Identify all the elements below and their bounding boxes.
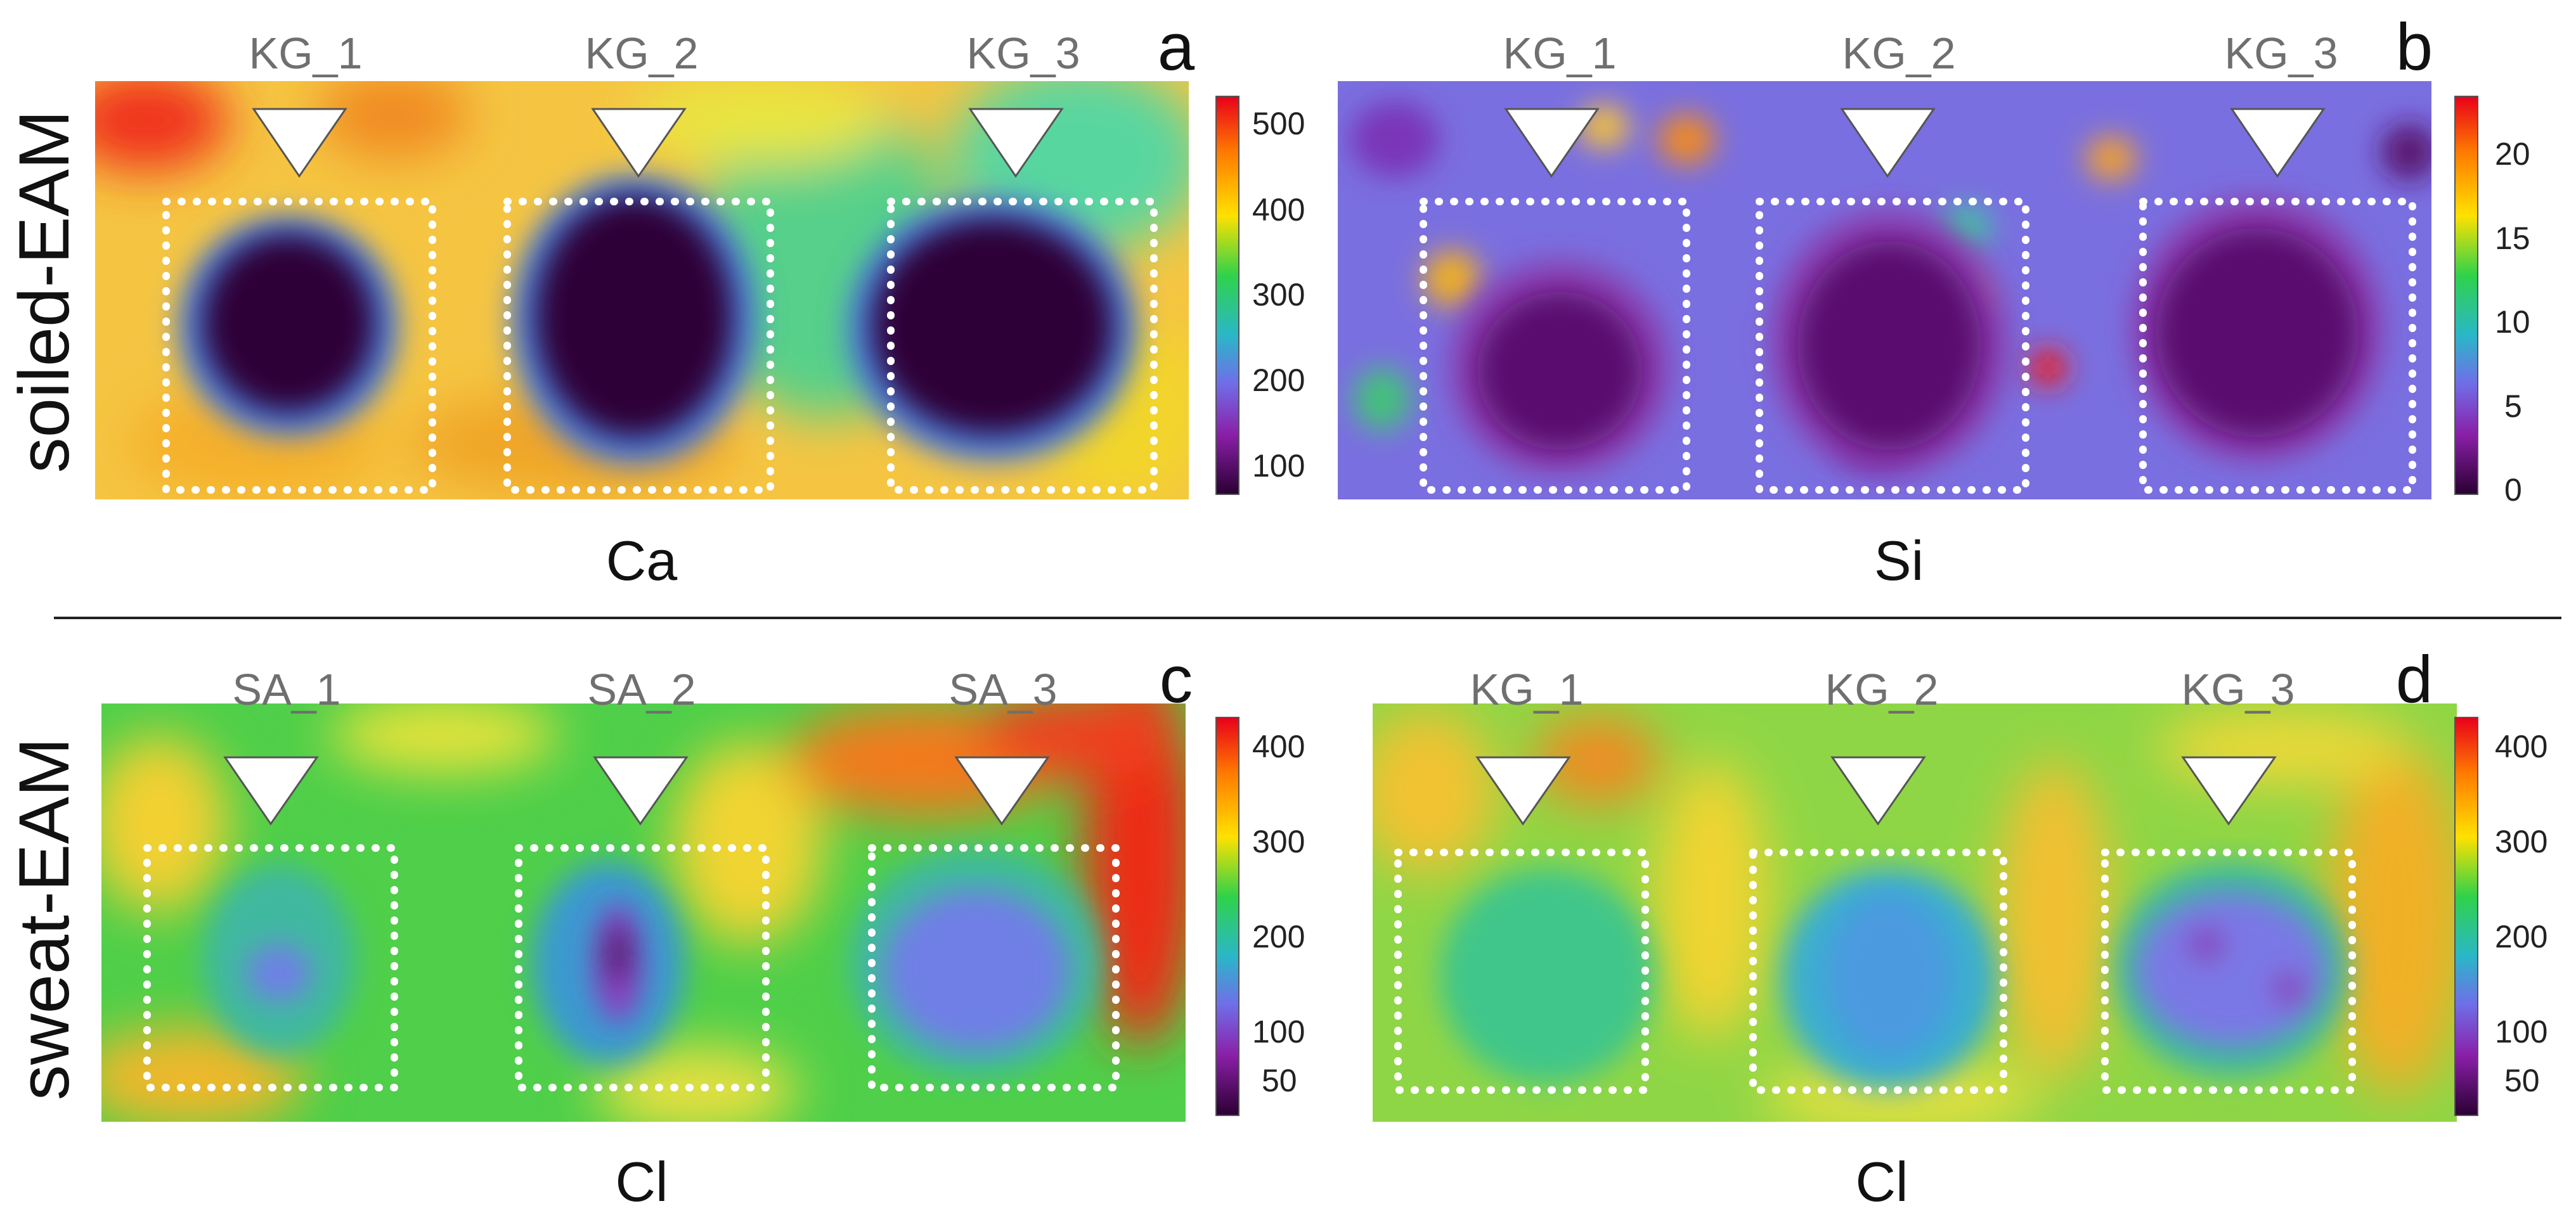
panel-b-box-1 xyxy=(1420,198,1690,494)
panel-a-tick-4: 200 xyxy=(1252,363,1305,398)
panel-b-colorbar xyxy=(2454,96,2478,495)
panel-a-tick-1: 500 xyxy=(1252,106,1305,141)
panel-b-letter: b xyxy=(2396,10,2433,84)
panel-c-tick-1: 400 xyxy=(1252,729,1305,764)
panel-d-sample-2: KG_2 xyxy=(1825,665,1939,714)
panel-d-sample-1: KG_1 xyxy=(1470,665,1584,714)
panel-b-tick-2: 15 xyxy=(2495,221,2530,256)
panel-b-arrow-3 xyxy=(2230,108,2326,178)
panel-a-colorbar xyxy=(1215,96,1239,495)
panel-b-arrow-2 xyxy=(1840,108,1936,178)
panel-a-tick-3: 300 xyxy=(1252,277,1305,312)
panel-d-box-2 xyxy=(1749,849,2007,1094)
panel-c-box-2 xyxy=(515,844,770,1091)
panel-c-letter: c xyxy=(1160,643,1193,717)
panel-b-tick-3: 10 xyxy=(2495,304,2530,340)
panel-a-arrow-3 xyxy=(968,108,1064,178)
panel-b-sample-3: KG_3 xyxy=(2225,29,2338,78)
panel-d-tick-1: 400 xyxy=(2495,729,2547,764)
panel-d-sample-3: KG_3 xyxy=(2182,665,2295,714)
row-label-soiled-eam: soiled-EAM xyxy=(4,110,84,473)
panel-a-element: Ca xyxy=(606,529,678,592)
panel-c-tick-2: 300 xyxy=(1252,824,1305,859)
panel-a: KG_1 KG_2 KG_3 a 500 400 300 200 100 Ca xyxy=(95,10,1305,592)
panel-c-sample-2: SA_2 xyxy=(587,665,696,714)
panel-d-tick-3: 200 xyxy=(2495,919,2547,954)
panel-a-tick-5: 100 xyxy=(1252,448,1305,484)
panel-c-tick-4: 100 xyxy=(1252,1014,1305,1050)
panel-a-box-3 xyxy=(887,198,1158,494)
panel-b-sample-2: KG_2 xyxy=(1842,29,1956,78)
panel-b-arrow-1 xyxy=(1504,108,1600,178)
panel-d-tick-2: 300 xyxy=(2495,824,2547,859)
panel-b-tick-1: 20 xyxy=(2495,136,2530,172)
panel-d-box-1 xyxy=(1394,849,1649,1094)
panel-c-tick-5: 50 xyxy=(1262,1063,1297,1098)
panel-a-sample-1: KG_1 xyxy=(249,29,363,78)
row-label-sweat-eam: sweat-EAM xyxy=(4,738,84,1101)
panel-a-letter: a xyxy=(1158,10,1195,84)
panel-c-heatmap xyxy=(101,703,1186,1122)
panel-d-letter: d xyxy=(2396,643,2433,717)
panel-d-colorbar xyxy=(2454,717,2478,1116)
panel-a-arrow-1 xyxy=(252,108,347,178)
panel-b-tick-4: 5 xyxy=(2504,388,2522,424)
panel-b: KG_1 KG_2 KG_3 b 20 15 10 5 0 Si xyxy=(1338,10,2530,592)
panel-b-element: Si xyxy=(1874,529,1924,592)
panel-d-element: Cl xyxy=(1855,1150,1908,1213)
panel-d-arrow-2 xyxy=(1830,756,1926,826)
panel-a-box-1 xyxy=(162,198,436,494)
panel-b-box-3 xyxy=(2139,198,2416,494)
panel-c-arrow-2 xyxy=(593,756,689,826)
panel-c-arrow-3 xyxy=(954,756,1050,826)
panel-a-tick-2: 400 xyxy=(1252,192,1305,228)
panel-a-arrow-2 xyxy=(591,108,687,178)
panel-c-sample-1: SA_1 xyxy=(232,665,340,714)
panel-a-sample-3: KG_3 xyxy=(967,29,1080,78)
panel-a-box-2 xyxy=(503,198,774,494)
panel-d-box-3 xyxy=(2101,849,2356,1094)
panel-d-arrow-3 xyxy=(2181,756,2277,826)
panel-d-tick-4: 100 xyxy=(2495,1014,2547,1050)
panel-b-sample-1: KG_1 xyxy=(1503,29,1617,78)
panel-c-colorbar xyxy=(1215,717,1239,1116)
panel-b-box-2 xyxy=(1756,198,2029,494)
panel-c-arrow-1 xyxy=(223,756,319,826)
panel-d-arrow-1 xyxy=(1475,756,1571,826)
panel-b-tick-5: 0 xyxy=(2504,472,2522,508)
panel-c-box-1 xyxy=(143,844,398,1091)
panel-c-box-3 xyxy=(868,844,1120,1091)
panel-c-element: Cl xyxy=(615,1150,668,1213)
panel-c: SA_1 SA_2 SA_3 c 400 300 200 100 50 Cl xyxy=(101,643,1305,1213)
panel-d: KG_1 KG_2 KG_3 d 400 300 200 100 50 Cl xyxy=(1373,643,2547,1213)
panel-c-tick-3: 200 xyxy=(1252,919,1305,954)
panel-d-tick-5: 50 xyxy=(2504,1063,2540,1098)
panel-c-sample-3: SA_3 xyxy=(948,665,1057,714)
panel-a-sample-2: KG_2 xyxy=(585,29,699,78)
